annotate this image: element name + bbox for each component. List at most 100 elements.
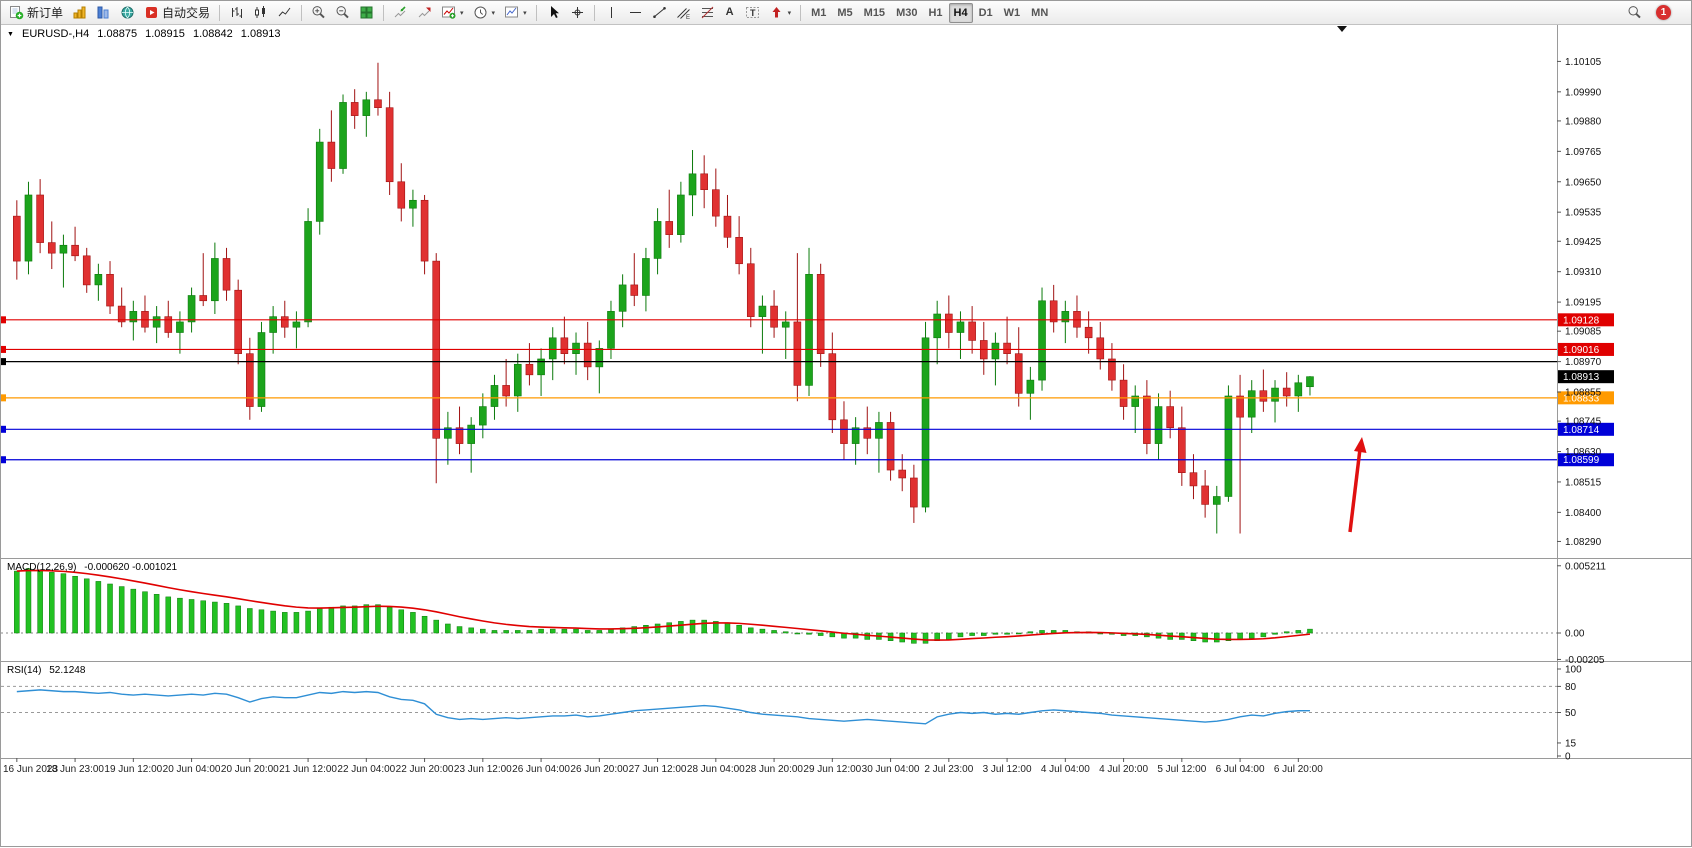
- arrow-shape-icon: [772, 7, 781, 18]
- toolbar-separator: [593, 4, 595, 21]
- tile-windows-button[interactable]: [355, 3, 378, 23]
- macd-bar: [37, 569, 43, 634]
- macd-bar: [759, 628, 766, 634]
- candle: [1306, 376, 1314, 388]
- line-chart-button[interactable]: [273, 3, 296, 23]
- time-label: 4 Jul 20:00: [1099, 764, 1148, 775]
- macd-bar: [305, 610, 311, 634]
- arrows-button[interactable]: ▾: [765, 3, 796, 23]
- zoom-in-button[interactable]: [307, 3, 330, 23]
- candle: [642, 258, 650, 296]
- chart-profile-icon: [73, 6, 86, 19]
- price-tick-label: 1.09650: [1565, 177, 1602, 188]
- candle: [1049, 300, 1058, 323]
- ohlc-close: 1.08913: [240, 28, 281, 40]
- macd-bar: [258, 609, 265, 634]
- auto-scroll-icon: [394, 6, 406, 18]
- trendline-button[interactable]: [648, 3, 671, 23]
- candle: [875, 422, 883, 439]
- hline-left-marker: [1, 345, 6, 353]
- macd-bar: [782, 631, 789, 634]
- candlestick-button[interactable]: [249, 3, 272, 23]
- timeframe-mn[interactable]: MN: [1026, 3, 1053, 23]
- search-button[interactable]: [1623, 3, 1646, 23]
- crosshair-button[interactable]: [566, 3, 589, 23]
- timeframe-h1[interactable]: H1: [923, 3, 947, 23]
- chart-shift-button[interactable]: [413, 3, 436, 23]
- autotrading-label: 自动交易: [162, 6, 211, 20]
- candle: [723, 215, 732, 238]
- timeframe-w1[interactable]: W1: [999, 3, 1026, 23]
- timeframe-m1[interactable]: M1: [806, 3, 831, 23]
- macd-bar: [293, 612, 300, 634]
- macd-bar: [969, 632, 975, 636]
- trendline-icon: [652, 7, 666, 18]
- macd-bar: [177, 597, 183, 634]
- autotrading-icon: [146, 7, 158, 18]
- macd-signal-line: [16, 569, 1311, 641]
- timeframe-d1[interactable]: D1: [974, 3, 998, 23]
- timeframe-m5[interactable]: M5: [832, 3, 857, 23]
- zoom-out-button[interactable]: [331, 3, 354, 23]
- price-tick-label: 1.09765: [1565, 147, 1602, 158]
- candle: [211, 258, 219, 302]
- text-button[interactable]: A: [720, 3, 740, 23]
- macd-bar: [1015, 632, 1022, 635]
- bar-chart-button[interactable]: [225, 3, 248, 23]
- macd-bar: [713, 621, 719, 634]
- collapse-triangle-icon[interactable]: ▼: [7, 31, 14, 38]
- autotrading-button[interactable]: 自动交易: [140, 3, 214, 23]
- periods-button[interactable]: ▾: [469, 3, 500, 23]
- crosshair-icon: [571, 7, 583, 18]
- chart-shift-marker[interactable]: [1337, 26, 1347, 32]
- candle: [444, 427, 452, 439]
- indicators-button[interactable]: ▾: [437, 3, 468, 23]
- new-order-button[interactable]: 新订单: [5, 3, 67, 23]
- cursor-button[interactable]: [542, 3, 565, 23]
- timeframe-m30[interactable]: M30: [891, 3, 922, 23]
- candle: [409, 199, 417, 209]
- candle: [548, 337, 557, 360]
- candle: [886, 422, 895, 471]
- macd-bar: [118, 586, 125, 634]
- macd-bar: [375, 604, 381, 634]
- macd-bar: [549, 628, 556, 634]
- fibonacci-button[interactable]: [696, 3, 719, 23]
- channel-button[interactable]: E: [672, 3, 695, 23]
- data-window-button[interactable]: [116, 3, 139, 23]
- hline-left-marker: [1, 316, 6, 324]
- candle: [47, 242, 56, 254]
- timeframe-h4[interactable]: H4: [948, 2, 973, 23]
- templates-button[interactable]: ▾: [500, 3, 531, 23]
- macd-bar: [270, 610, 276, 634]
- candle: [1294, 382, 1303, 397]
- horizontal-line-button[interactable]: [624, 3, 647, 23]
- text-label-button[interactable]: T: [741, 3, 764, 23]
- macd-bar: [538, 628, 544, 634]
- auto-scroll-button[interactable]: [389, 3, 412, 23]
- candle: [1201, 485, 1209, 505]
- notification-badge[interactable]: 1: [1656, 5, 1671, 20]
- time-label: 4 Jul 04:00: [1041, 764, 1090, 775]
- vertical-line-button[interactable]: [600, 3, 623, 23]
- macd-bar: [200, 600, 206, 634]
- candle: [152, 316, 161, 328]
- rsi-label: RSI(14) 52.1248: [7, 665, 90, 676]
- timeframe-m15[interactable]: M15: [859, 3, 890, 23]
- profiles-button[interactable]: [92, 3, 115, 23]
- line-chart-icon: [278, 7, 291, 17]
- trend-arrow[interactable]: [1348, 448, 1362, 533]
- macd-bar: [421, 615, 428, 634]
- chart-profile-button[interactable]: [68, 3, 91, 23]
- candle: [1131, 395, 1140, 407]
- candle: [513, 363, 522, 397]
- price-tag: [1558, 342, 1614, 356]
- cursor-icon: [550, 6, 559, 18]
- macd-bar: [1237, 632, 1243, 640]
- macd-bar: [468, 627, 474, 634]
- macd-bar: [25, 568, 32, 634]
- candle: [898, 469, 907, 479]
- macd-bar: [398, 609, 405, 634]
- template-icon: [505, 6, 519, 18]
